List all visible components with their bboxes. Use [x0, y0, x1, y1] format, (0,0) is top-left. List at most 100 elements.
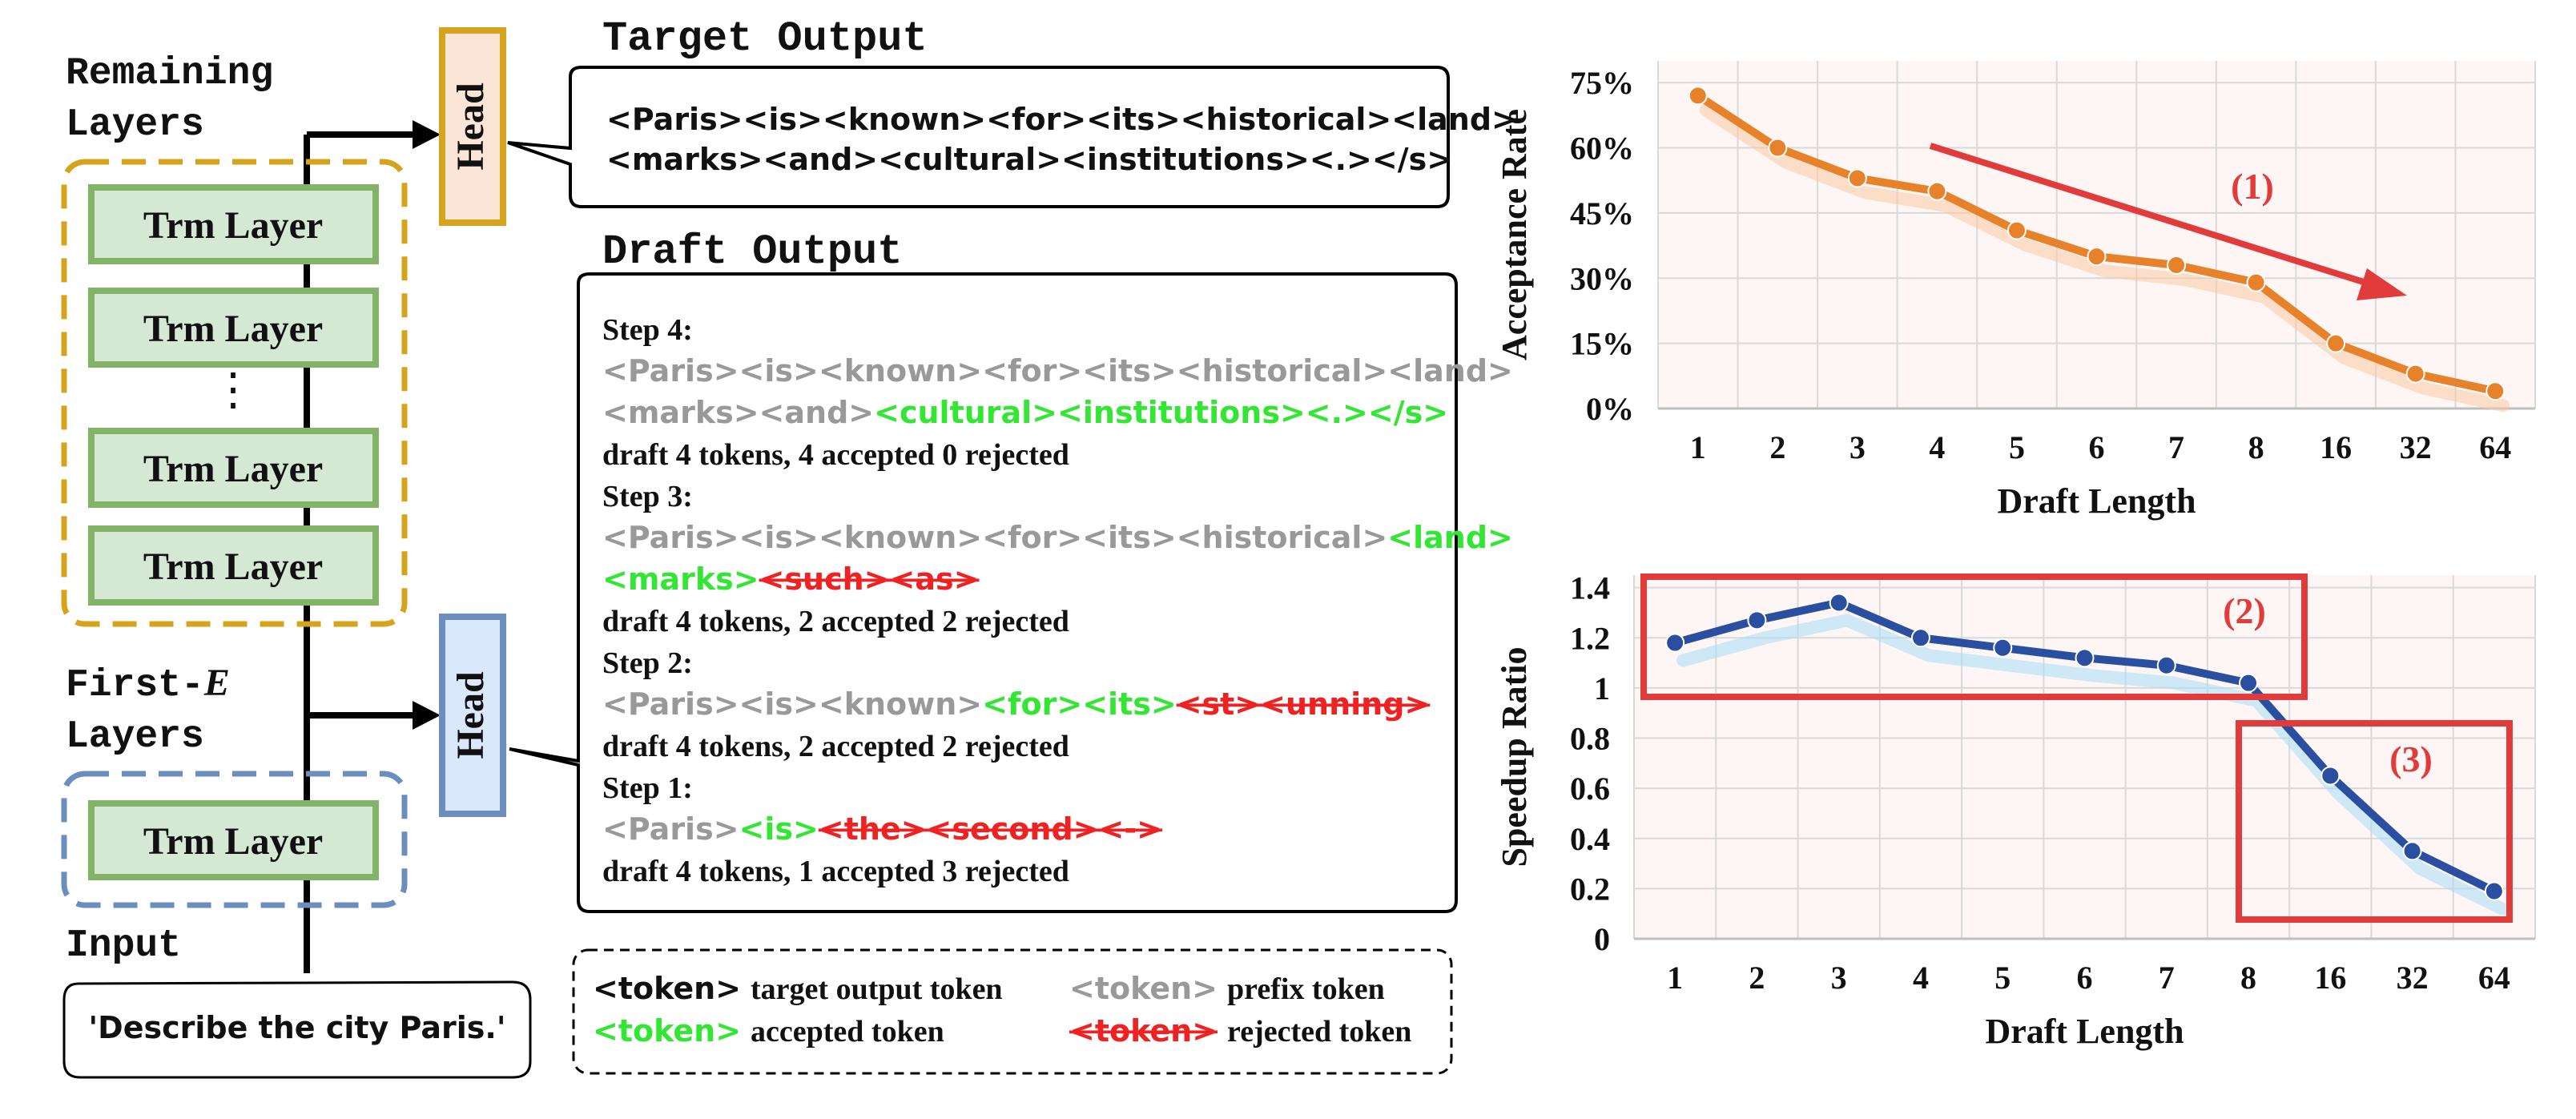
target-line-2: <marks><and><cultural><institutions><.><…: [606, 142, 1452, 177]
outputs-panel: Target Output <Paris><is><known><for><it…: [507, 15, 1517, 1075]
arrowhead-early: [413, 701, 441, 730]
y-tick-label: 1.2: [1570, 620, 1610, 656]
lm-head-early: Head: [439, 614, 506, 817]
x-tick-label: 6: [2077, 960, 2093, 996]
data-point: [1688, 86, 1708, 106]
highlight-box-3: [2236, 720, 2513, 923]
data-point: [2402, 841, 2422, 861]
architecture-diagram: Remaining Layers Trm Layer Trm Layer ⋮ T…: [61, 27, 532, 1079]
step2-label: Step 2:: [602, 646, 693, 680]
data-point: [2156, 655, 2176, 675]
step3-line1: <Paris><is><known><for><its><historical>…: [602, 520, 1513, 555]
y-tick-label: 75%: [1570, 65, 1634, 101]
x-tick-label: 7: [2159, 960, 2175, 996]
legend-accepted: <token> accepted token: [593, 1013, 944, 1049]
token-legend: [572, 948, 1453, 1075]
data-point: [1747, 610, 1767, 630]
data-point: [2167, 255, 2187, 275]
annotation-2: (2): [2223, 590, 2266, 631]
x-tick-label: 32: [2400, 429, 2432, 465]
y-tick-label: 45%: [1570, 195, 1634, 231]
step4-line1: <Paris><is><known><for><its><historical>…: [602, 353, 1513, 388]
series-shadow: [1699, 103, 2510, 413]
arrowhead-top: [413, 120, 441, 149]
trm-layer: Trm Layer: [88, 184, 379, 264]
y-tick-label: 1.4: [1570, 570, 1610, 606]
data-point: [2484, 881, 2504, 901]
speedup-ratio-chart: 0 0.2 0.4 0.6 0.8 1 1.2 1.4 1 2 3 4 5 6 7 8 16 32 64 Draft …: [1495, 570, 2536, 1051]
data-point: [1665, 633, 1685, 653]
svg-text:Trm Layer: Trm Layer: [143, 308, 323, 350]
trend-arrowhead: [2357, 268, 2407, 300]
step3-label: Step 3:: [602, 480, 693, 513]
y-axis-label: Acceptance Rate: [1495, 109, 1534, 360]
data-point: [1993, 638, 2013, 658]
trend-arrow: [1929, 143, 2373, 288]
step3-summary: draft 4 tokens, 2 accepted 2 rejected: [602, 605, 1069, 638]
x-tick-label: 5: [2009, 429, 2025, 465]
y-axis-label: Speedup Ratio: [1495, 646, 1534, 867]
data-point: [2405, 364, 2425, 384]
legend-target: <token> target output token: [593, 971, 1003, 1006]
y-tick-label: 1: [1594, 670, 1610, 706]
legend-prefix: <token> prefix token: [1069, 971, 1385, 1006]
data-point: [2006, 220, 2027, 240]
plot-area: [1658, 61, 2535, 409]
highlight-box-2: [1640, 574, 2308, 700]
x-tick-label: 3: [1849, 429, 1866, 465]
data-point: [2485, 381, 2506, 401]
data-point: [2320, 766, 2341, 786]
data-point: [2239, 673, 2259, 693]
trm-layer: Trm Layer: [88, 428, 379, 508]
x-tick-label: 2: [1769, 429, 1785, 465]
step1-summary: draft 4 tokens, 1 accepted 3 rejected: [602, 855, 1069, 888]
x-tick-label: 2: [1749, 960, 1765, 996]
first-e-layers-label: First-E: [66, 662, 230, 707]
draft-output-title: Draft Output: [602, 228, 902, 276]
legend-rejected: <token> rejected token: [1069, 1013, 1411, 1049]
first-e-layers-label-2: Layers: [66, 715, 204, 759]
input-label: Input: [66, 924, 181, 968]
step4-line2: <marks><and><cultural><institutions><.><…: [602, 395, 1448, 430]
x-tick-label: 5: [1994, 960, 2010, 996]
svg-text:Trm Layer: Trm Layer: [143, 545, 323, 588]
input-prompt-text: 'Describe the city Paris.': [89, 1010, 506, 1045]
y-tick-label: 0.8: [1570, 721, 1610, 757]
y-tick-label: 0.4: [1570, 821, 1610, 857]
y-tick-label: 0: [1594, 921, 1610, 957]
y-tick-label: 15%: [1570, 326, 1634, 362]
data-point: [1927, 181, 1947, 201]
acceptance-rate-chart: 0% 15% 30% 45% 60% 75% 1 2 3 4 5 6 7 8 16 32 64 Draft Len…: [1495, 61, 2536, 521]
svg-text:Head: Head: [449, 671, 492, 759]
x-tick-label: 8: [2248, 429, 2264, 465]
draft-output-bubble: [509, 272, 1458, 913]
data-point: [2087, 247, 2107, 267]
data-point: [1910, 628, 1930, 648]
step3-line2: <marks><such><as>: [602, 562, 979, 597]
svg-text:Trm Layer: Trm Layer: [143, 448, 323, 490]
step4-summary: draft 4 tokens, 4 accepted 0 rejected: [602, 438, 1069, 472]
x-tick-label: 64: [2479, 429, 2511, 465]
y-tick-label: 0.2: [1570, 871, 1610, 907]
step4-label: Step 4:: [602, 313, 693, 347]
remaining-layers-label: Remaining: [66, 52, 273, 95]
remaining-layers-label-2: Layers: [66, 103, 204, 147]
x-tick-label: 1: [1667, 960, 1683, 996]
first-e-layers-group: [61, 771, 408, 908]
step1-line: <Paris><is><the><second><->: [602, 811, 1162, 847]
x-tick-label: 6: [2089, 429, 2105, 465]
trm-layer: Trm Layer: [88, 800, 379, 880]
trm-layer: Trm Layer: [88, 288, 379, 368]
x-tick-label: 32: [2397, 960, 2429, 996]
x-tick-label: 16: [2314, 960, 2346, 996]
data-point: [1768, 138, 1788, 158]
x-tick-label: 16: [2320, 429, 2352, 465]
svg-text:Trm Layer: Trm Layer: [143, 820, 323, 863]
x-tick-label: 3: [1831, 960, 1847, 996]
target-output-title: Target Output: [602, 15, 928, 62]
target-line-1: <Paris><is><known><for><its><historical>…: [606, 102, 1517, 137]
svg-text:Head: Head: [449, 83, 492, 171]
data-point: [2326, 333, 2346, 353]
